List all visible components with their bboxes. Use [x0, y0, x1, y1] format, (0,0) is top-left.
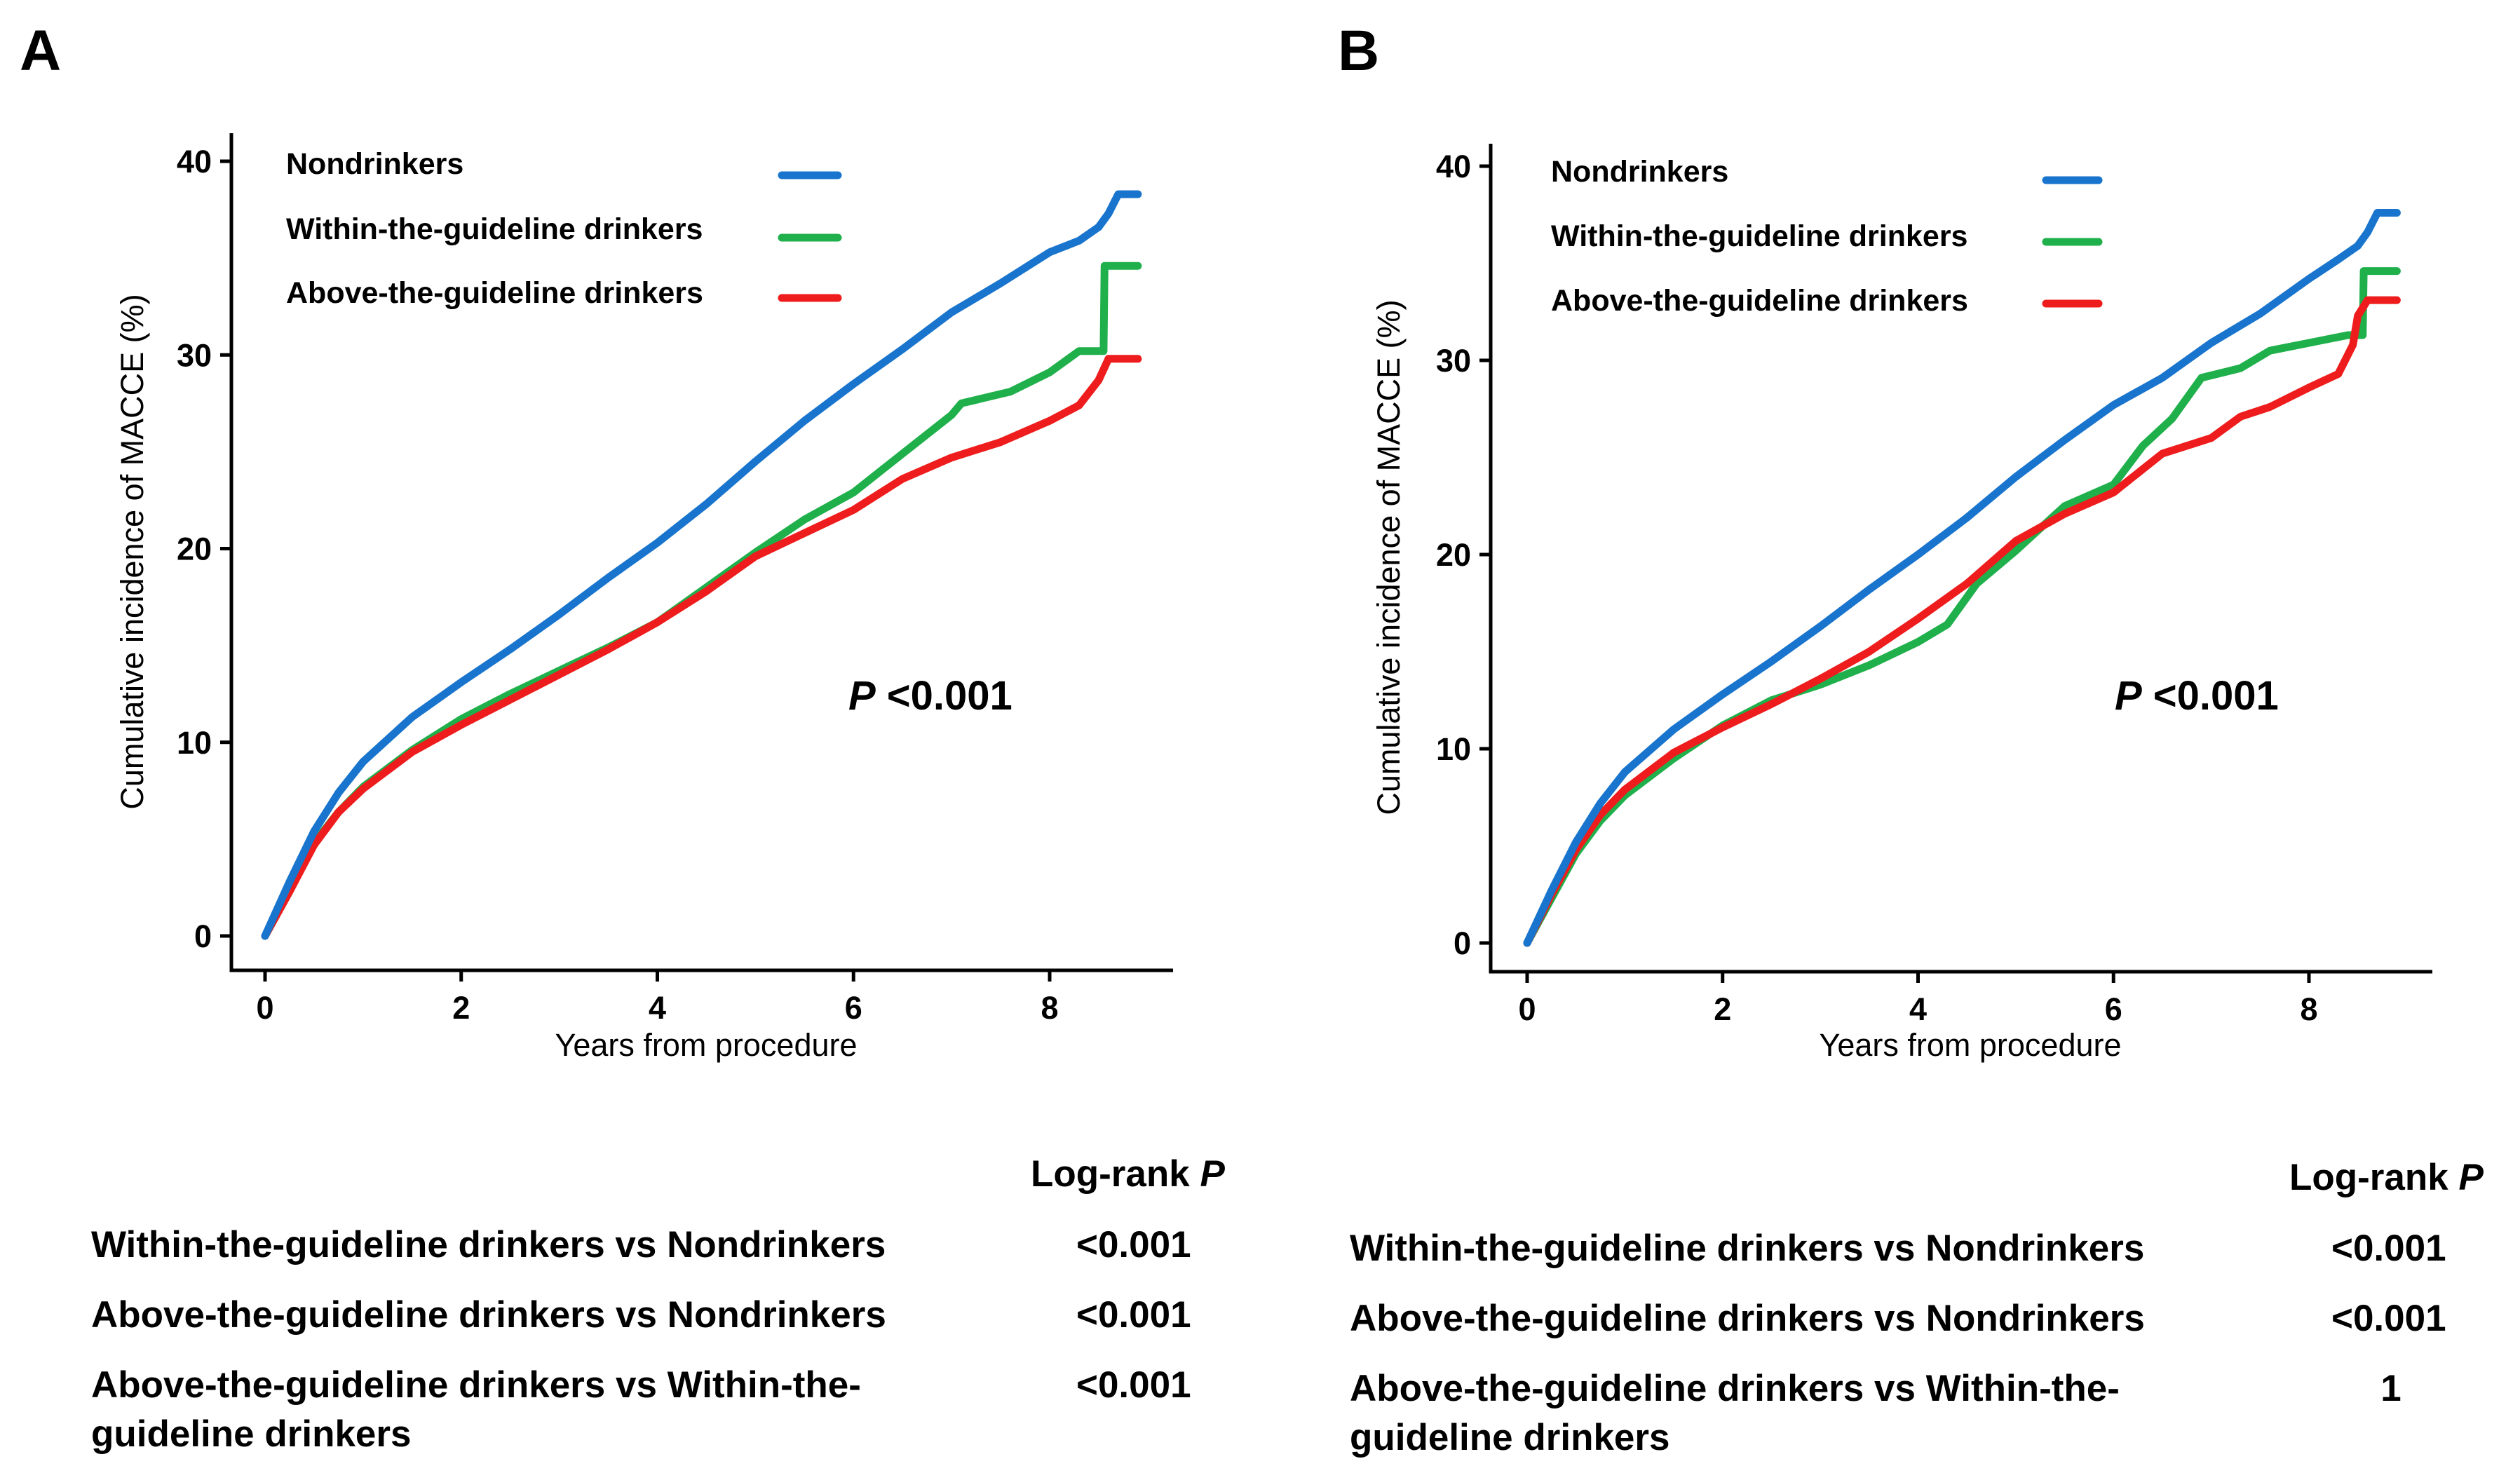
series-lines [1523, 209, 2401, 947]
p-value-annotation: P <0.001 [2115, 673, 2279, 719]
panel-label-b: B [1338, 19, 1379, 83]
y-axis-ticks: 0 10 20 30 40 [1436, 149, 1491, 961]
x-tick-label: 2 [1714, 991, 1731, 1027]
x-axis-title: Years from procedure [555, 1027, 857, 1063]
x-tick-label: 4 [649, 990, 666, 1026]
table-row-comparison: Above-the-guideline drinkers vs Within-t… [91, 1364, 861, 1406]
y-tick-label: 10 [177, 725, 212, 761]
table-row-comparison: Above-the-guideline drinkers vs Nondrink… [1350, 1298, 2145, 1339]
table-row-p-value: <0.001 [1076, 1224, 1191, 1265]
y-tick-label: 30 [1436, 343, 1471, 379]
y-axis-ticks: 0 10 20 30 40 [177, 144, 231, 954]
y-tick-label: 40 [177, 144, 212, 179]
legend-label-above-guideline: Above-the-guideline drinkers [1551, 284, 1968, 318]
panel-b: B 0 10 20 30 40 0 2 4 6 8 Cumulative incidence o… [1338, 19, 2484, 1458]
series-line-above-the-guideline-drinkers [261, 355, 1142, 940]
p-value-annotation: P <0.001 [848, 673, 1012, 719]
y-axis-title: Cumulative incidence of MACCE (%) [1371, 299, 1407, 815]
x-tick-label: 8 [2300, 991, 2317, 1027]
y-tick-label: 20 [1436, 537, 1471, 573]
y-tick-label: 0 [194, 918, 212, 954]
x-tick-label: 0 [1518, 991, 1536, 1027]
table-row-p-value: 1 [2380, 1368, 2401, 1409]
y-tick-label: 0 [1454, 925, 1471, 961]
series-lines [261, 190, 1142, 940]
table-row-comparison-continued: guideline drinkers [1350, 1417, 1670, 1458]
y-tick-label: 40 [1436, 149, 1471, 184]
series-line-within-the-guideline-drinkers [261, 262, 1142, 940]
log-rank-table: Log-rank P Within-the-guideline drinkers… [1350, 1157, 2484, 1458]
x-tick-label: 0 [256, 990, 273, 1026]
table-header: Log-rank P [1031, 1153, 1225, 1195]
legend-label-within-guideline: Within-the-guideline drinkers [1551, 219, 1967, 253]
log-rank-table: Log-rank P Within-the-guideline drinkers… [91, 1153, 1225, 1455]
table-row-comparison: Within-the-guideline drinkers vs Nondrin… [1350, 1228, 2144, 1269]
legend-label-nondrinkers: Nondrinkers [286, 147, 463, 181]
legend: Nondrinkers Within-the-guideline drinker… [286, 147, 842, 310]
legend-label-nondrinkers: Nondrinkers [1551, 155, 1728, 189]
panel-a: A 0 10 20 30 40 0 2 4 6 8 Cumulative incidence o… [20, 19, 1225, 1455]
table-header: Log-rank P [2289, 1157, 2484, 1198]
y-axis-title: Cumulative incidence of MACCE (%) [114, 294, 150, 809]
x-tick-label: 2 [452, 990, 470, 1026]
y-tick-label: 20 [177, 531, 212, 567]
table-row-comparison: Above-the-guideline drinkers vs Nondrink… [91, 1294, 886, 1336]
y-tick-label: 10 [1436, 731, 1471, 767]
series-line-within-the-guideline-drinkers [1523, 267, 2401, 947]
x-axis-ticks: 0 2 4 6 8 [1518, 972, 2318, 1027]
table-row-comparison: Above-the-guideline drinkers vs Within-t… [1350, 1368, 2120, 1409]
series-line-nondrinkers [261, 190, 1142, 940]
table-row-comparison: Within-the-guideline drinkers vs Nondrin… [91, 1224, 886, 1265]
x-tick-label: 6 [845, 990, 862, 1026]
table-row-comparison-continued: guideline drinkers [91, 1413, 412, 1455]
series-line-above-the-guideline-drinkers [1523, 296, 2401, 947]
panel-b-plot: 0 10 20 30 40 0 2 4 6 8 [1436, 144, 2432, 1027]
legend: Nondrinkers Within-the-guideline drinker… [1551, 155, 2103, 318]
table-row-p-value: <0.001 [2331, 1298, 2446, 1339]
series-line-nondrinkers [1523, 209, 2401, 947]
legend-label-above-guideline: Above-the-guideline drinkers [286, 276, 703, 310]
x-axis-title: Years from procedure [1819, 1027, 2121, 1063]
y-tick-label: 30 [177, 337, 212, 373]
panel-label-a: A [20, 19, 61, 83]
legend-label-within-guideline: Within-the-guideline drinkers [286, 212, 703, 246]
table-row-p-value: <0.001 [1076, 1364, 1191, 1406]
x-tick-label: 6 [2105, 991, 2122, 1027]
table-row-p-value: <0.001 [2331, 1228, 2446, 1269]
x-axis-ticks: 0 2 4 6 8 [256, 970, 1059, 1026]
x-tick-label: 8 [1041, 990, 1058, 1026]
table-row-p-value: <0.001 [1076, 1294, 1191, 1336]
x-tick-label: 4 [1909, 991, 1927, 1027]
panel-a-plot: 0 10 20 30 40 0 2 4 6 8 [177, 133, 1173, 1026]
